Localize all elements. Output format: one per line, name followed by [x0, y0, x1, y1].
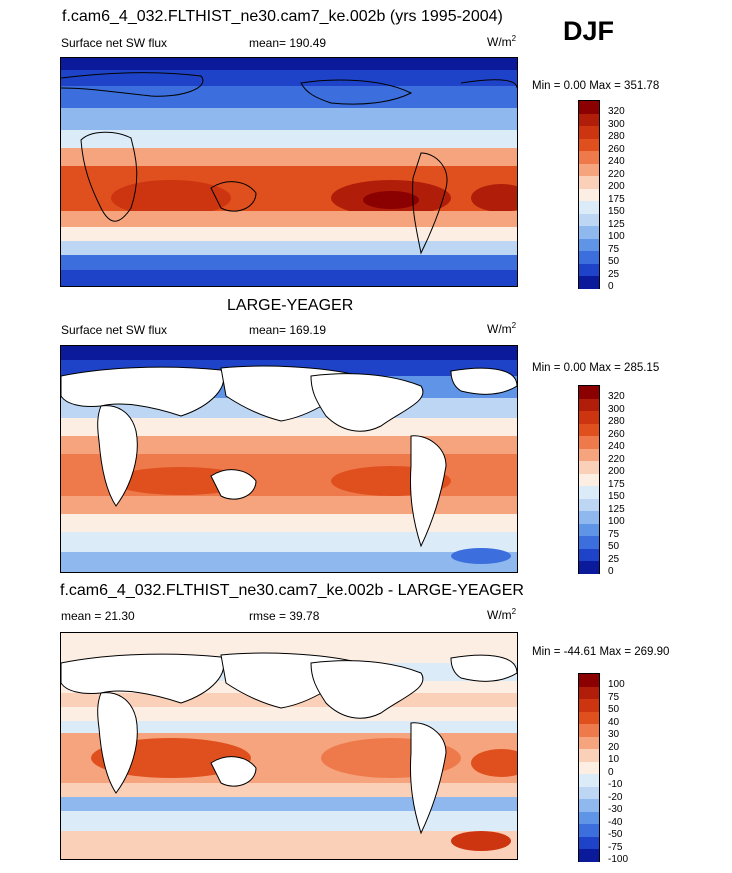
- panel1-colorbar: [578, 100, 600, 289]
- panel3-title: f.cam6_4_032.FLTHIST_ne30.cam7_ke.002b -…: [60, 582, 524, 599]
- panel1-units: W/m2: [487, 34, 517, 49]
- colorbar-tick: 50: [608, 256, 620, 267]
- colorbar-tick: 320: [608, 391, 625, 402]
- colorbar-tick: 280: [608, 416, 625, 427]
- panel3-colorbar-labels: 100 75 50 40 30 20 10 0 -10 -20 -30 -40 …: [608, 679, 629, 873]
- colorbar-tick: 300: [608, 118, 625, 130]
- colorbar-tick: 50: [608, 541, 620, 552]
- panel3-map: [60, 632, 518, 860]
- colorbar-tick: 240: [608, 441, 625, 452]
- colorbar-tick: 25: [608, 553, 620, 565]
- colorbar-tick: -20: [608, 791, 623, 803]
- panel2-mean-label: mean= 169.19: [249, 323, 327, 337]
- colorbar-tick: 100: [608, 231, 625, 242]
- panel1-title: f.cam6_4_032.FLTHIST_ne30.cam7_ke.002b (…: [62, 8, 503, 25]
- colorbar-tick: 175: [608, 478, 625, 490]
- panel1-colorbar-labels: 320 300 280 260 240 220 200 175 150 125 …: [608, 106, 625, 300]
- colorbar-tick: 0: [608, 566, 614, 577]
- colorbar-tick: 20: [608, 741, 620, 753]
- colorbar-tick: 200: [608, 466, 625, 477]
- colorbar-tick: 320: [608, 106, 625, 117]
- colorbar-tick: 40: [608, 716, 620, 728]
- panel1-variable-label: Surface net SW flux: [61, 36, 168, 50]
- colorbar-tick: 30: [608, 729, 620, 740]
- colorbar-tick: 125: [608, 503, 625, 515]
- colorbar-tick: 50: [608, 704, 620, 715]
- panel1-minmax: Min = 0.00 Max = 351.78: [532, 80, 660, 92]
- colorbar-tick: 75: [608, 691, 620, 703]
- panel2-units: W/m2: [487, 321, 517, 336]
- panel3-rmse-label: rmse = 39.78: [249, 609, 320, 623]
- colorbar-tick: 200: [608, 181, 625, 192]
- panel3-units: W/m2: [487, 607, 517, 622]
- colorbar-tick: -40: [608, 816, 623, 828]
- colorbar-tick: 100: [608, 679, 625, 690]
- colorbar-tick: 0: [608, 281, 614, 292]
- colorbar-tick: 10: [608, 754, 620, 765]
- panel2-map: [60, 345, 518, 573]
- panel1-mean-label: mean= 190.49: [249, 36, 327, 50]
- colorbar-tick: 260: [608, 428, 625, 440]
- colorbar-tick: -50: [608, 829, 623, 840]
- panel2-minmax: Min = 0.00 Max = 285.15: [532, 362, 660, 374]
- colorbar-tick: 175: [608, 193, 625, 205]
- colorbar-tick: 25: [608, 268, 620, 280]
- colorbar-tick: 300: [608, 403, 625, 415]
- panel3-minmax: Min = -44.61 Max = 269.90: [532, 646, 670, 658]
- colorbar-tick: -100: [608, 854, 629, 865]
- colorbar-tick: 220: [608, 453, 625, 465]
- colorbar-tick: 280: [608, 131, 625, 142]
- colorbar-tick: 75: [608, 528, 620, 540]
- colorbar-tick: 100: [608, 516, 625, 527]
- colorbar-tick: 75: [608, 243, 620, 255]
- panel2-title: LARGE-YEAGER: [227, 297, 354, 314]
- panel2-colorbar-labels: 320 300 280 260 240 220 200 175 150 125 …: [608, 391, 625, 585]
- panel3-colorbar: [578, 673, 600, 862]
- season-label: DJF: [563, 16, 615, 46]
- colorbar-tick: -10: [608, 779, 623, 790]
- panel1-map: [60, 57, 518, 287]
- colorbar-tick: -75: [608, 841, 623, 853]
- colorbar-tick: 150: [608, 206, 625, 217]
- colorbar-tick: 220: [608, 168, 625, 180]
- colorbar-tick: 240: [608, 156, 625, 167]
- panel3-mean-label: mean = 21.30: [61, 609, 135, 623]
- colorbar-tick: 260: [608, 143, 625, 155]
- colorbar-tick: 0: [608, 766, 614, 778]
- colorbar-tick: 125: [608, 218, 625, 230]
- colorbar-tick: -30: [608, 804, 623, 815]
- colorbar-tick: 150: [608, 491, 625, 502]
- panel2-variable-label: Surface net SW flux: [61, 323, 168, 337]
- panel2-colorbar: [578, 385, 600, 574]
